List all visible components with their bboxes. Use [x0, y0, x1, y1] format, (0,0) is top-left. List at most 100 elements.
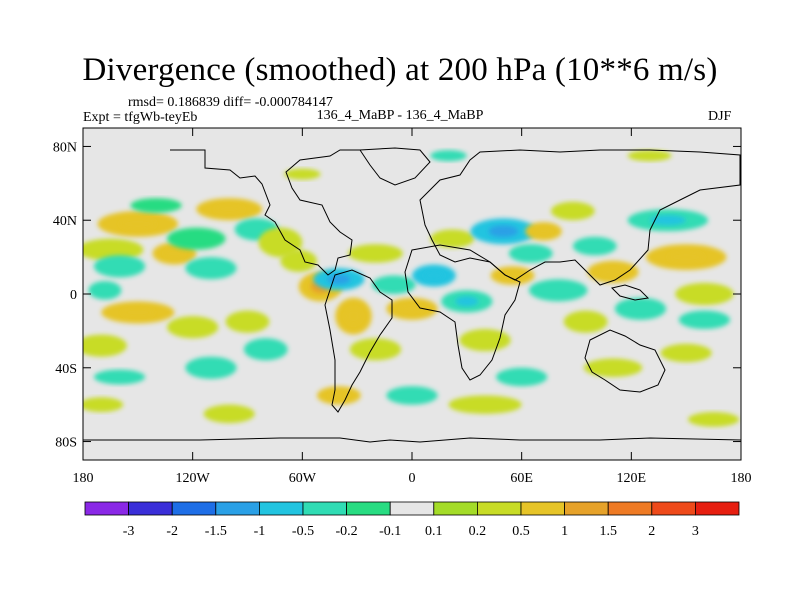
antarctica-outline: [83, 437, 741, 443]
africa-outline: [404, 244, 521, 381]
field-blob: [93, 255, 146, 278]
continent-outlines: [83, 147, 741, 443]
colorbar-swatch: [215, 501, 260, 516]
lat-label: 80S: [55, 436, 77, 451]
field-blob-core: [601, 266, 625, 277]
difference-label: 136_4_MaBP - 136_4_MaBP: [316, 108, 484, 123]
lon-label: 60W: [289, 471, 317, 486]
field-blob-core: [327, 274, 351, 285]
field-blob: [430, 150, 467, 162]
field-blob: [243, 338, 288, 361]
field-blob-core: [535, 227, 552, 236]
field-blob: [583, 358, 643, 377]
lon-label: 60E: [510, 471, 533, 486]
north-america-outline: [170, 149, 360, 276]
field-blob: [386, 386, 438, 405]
field-blob: [528, 279, 588, 302]
colorbar-swatch: [433, 501, 478, 516]
field-blob-core: [164, 248, 185, 259]
field-blob: [572, 236, 617, 256]
colorbar-swatch: [564, 501, 609, 516]
field-blob: [203, 404, 255, 424]
field-blob: [678, 310, 731, 330]
plot-background: [83, 128, 741, 460]
lon-label: 180: [731, 471, 752, 486]
field-blob-core: [424, 270, 444, 281]
lon-label: 120W: [176, 471, 211, 486]
experiment-label: Expt = tfgWb-teyEb: [83, 110, 198, 125]
colorbar-label: -2: [166, 524, 178, 539]
colorbar-label: 1: [561, 524, 568, 539]
field-blob-core: [400, 303, 424, 314]
field-blob: [430, 229, 475, 248]
colorbar-swatch: [520, 501, 565, 516]
lat-label: 40N: [53, 214, 77, 229]
colorbar-swatch: [476, 501, 522, 516]
colorbar-swatch: [389, 501, 435, 516]
colorbar-swatch: [607, 501, 653, 516]
field-blob-core: [455, 296, 479, 307]
field-blob: [167, 316, 219, 339]
map-axes: 80N 40N 0 40S 80S 180 120W 60W 0 60E 120E 180: [53, 128, 752, 486]
indonesia-outline: [611, 284, 650, 301]
field-blob-core: [502, 271, 523, 280]
colorbar-label: 0.2: [469, 524, 487, 539]
field-blob-core: [214, 204, 245, 215]
lat-label: 80N: [53, 140, 77, 155]
field-blob: [627, 150, 672, 162]
colorbar-swatch: [302, 501, 347, 516]
colorbar-label: -0.5: [292, 524, 314, 539]
field-blob: [185, 356, 237, 379]
field-blob-core: [121, 307, 155, 318]
colorbar-label: 2: [648, 524, 655, 539]
colorbar-swatch: [346, 501, 391, 516]
colorbar-label: 3: [692, 524, 699, 539]
field-blob: [284, 168, 321, 180]
field-blob: [614, 297, 667, 320]
colorbar-swatch: [171, 501, 217, 516]
field-blob: [349, 338, 402, 361]
colorbar-swatch: [695, 501, 740, 516]
eurasia-outline: [419, 149, 741, 286]
colorbar-label: -1.5: [205, 524, 227, 539]
colorbar-label: 1.5: [599, 524, 617, 539]
field-blob: [371, 275, 416, 294]
colorbar-swatch: [128, 501, 173, 516]
greenland-outline: [359, 147, 431, 186]
colorbar-label: -0.2: [336, 524, 358, 539]
field-blob: [130, 198, 182, 213]
field-blob: [167, 227, 226, 250]
field-blob: [508, 244, 553, 263]
colorbar-swatch: [84, 501, 129, 516]
field-blob: [563, 310, 608, 333]
field-blob: [83, 238, 144, 261]
field-blob-core: [119, 218, 156, 230]
field-blob: [448, 395, 522, 414]
field-blob-core: [488, 225, 519, 238]
field-blob: [687, 412, 740, 427]
australia-outline: [584, 329, 666, 393]
colorbar-label: 0.5: [512, 524, 530, 539]
field-blob: [93, 369, 146, 385]
lon-label: 0: [409, 471, 416, 486]
south-america-outline: [324, 269, 393, 413]
field-blob: [550, 201, 595, 221]
stats-line: rmsd= 0.186839 diff= -0.000784147: [128, 95, 333, 110]
field-blob: [660, 343, 712, 363]
divergence-field: [83, 150, 740, 427]
colorbar: -3 -2 -1.5 -1 -0.5 -0.2 -0.1 0.1 0.2 0.5 1 1.5 2 3: [84, 501, 740, 539]
plot-title: Divergence (smoothed) at 200 hPa (10**6 …: [82, 52, 718, 88]
field-blob: [348, 244, 403, 263]
field-blob-core: [345, 307, 362, 325]
colorbar-label: -0.1: [379, 524, 401, 539]
field-blob: [258, 227, 303, 258]
field-blob: [496, 367, 548, 387]
field-blob: [83, 397, 124, 413]
colorbar-label: 0.1: [425, 524, 443, 539]
field-blob-core: [668, 251, 705, 263]
colorbar-swatch: [258, 501, 304, 516]
field-blob: [83, 334, 127, 357]
lat-label: 40S: [55, 362, 77, 377]
lat-label: 0: [70, 288, 77, 303]
